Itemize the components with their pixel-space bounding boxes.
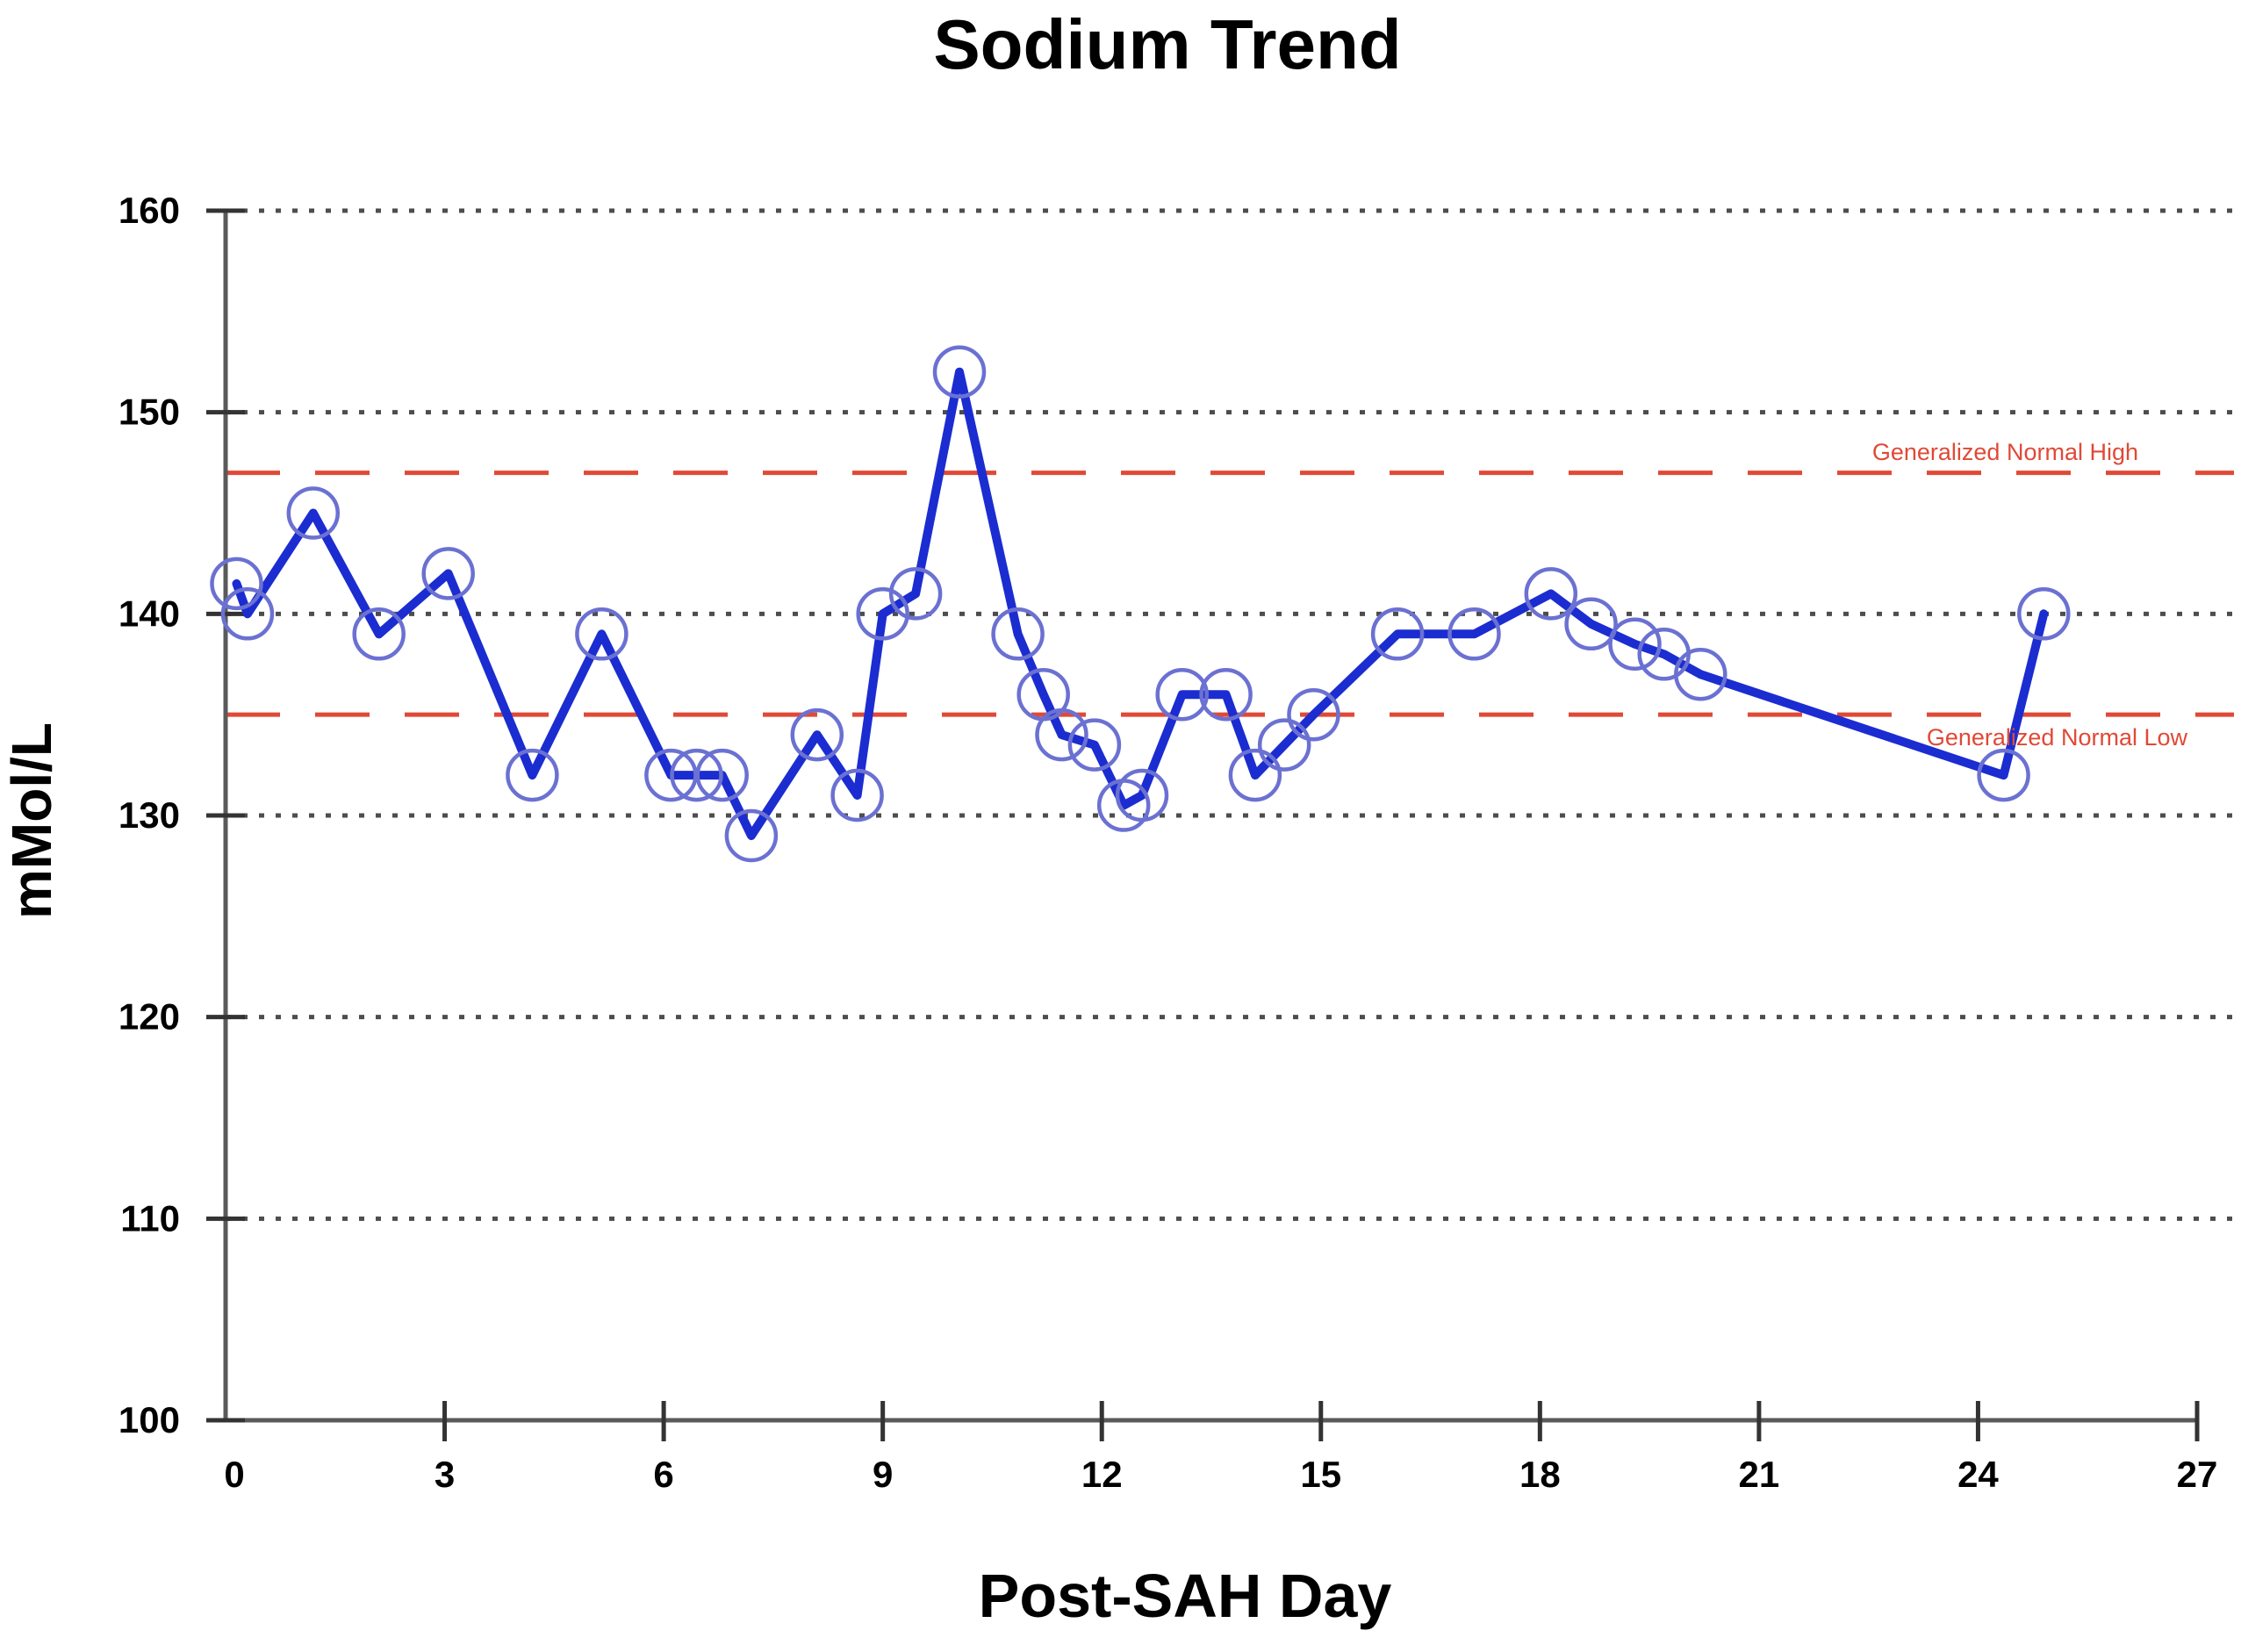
data-point-marker [210,557,263,611]
data-point-marker [1115,768,1169,822]
y-tick-label: 110 [120,1197,180,1239]
data-point-marker [670,748,723,802]
data-point-marker [790,707,844,762]
x-tick-label: 0 [224,1454,244,1495]
reference-label-low: Generalized Normal Low [1927,724,2188,751]
y-tick-label: 130 [119,794,180,836]
data-point-marker [220,587,275,641]
x-tick-label: 12 [1081,1454,1123,1495]
y-tick-label: 150 [119,391,180,433]
x-tick-label: 6 [653,1454,673,1495]
data-point-marker [2017,587,2071,641]
x-tick-label: 24 [1957,1454,1999,1495]
data-point-marker [1257,718,1311,772]
data-point-marker [1608,617,1662,672]
data-point-marker [1370,607,1425,661]
tick-label-group: 100 110 120 130 140 150 160 0 3 6 9 12 15 18 21 24 27 [119,190,2217,1495]
data-point-marker [286,486,341,540]
data-point-marker [830,768,884,822]
data-point-marker [695,748,749,802]
data-point-marker [506,748,559,802]
marker-group [210,345,2071,863]
reference-line-group [226,470,2234,717]
data-point-marker [352,607,406,661]
data-point-marker [1524,567,1578,621]
chart-title: Sodium Trend [933,5,1401,83]
x-axis-title: Post-SAH Day [979,1562,1392,1630]
data-point-marker [1067,718,1122,772]
data-point-marker [1199,667,1253,722]
x-tick-label: 15 [1300,1454,1341,1495]
data-point-marker [1447,607,1501,661]
y-tick-label: 100 [119,1399,180,1440]
data-point-marker [932,345,987,399]
data-point-marker [856,587,909,641]
x-tick-label: 3 [435,1454,455,1495]
data-point-marker [1287,687,1340,742]
x-tick-label: 21 [1739,1454,1780,1495]
data-point-marker [421,547,475,600]
x-tick-label: 9 [873,1454,893,1495]
data-point-marker [991,607,1045,661]
tick-group [206,208,2200,1441]
data-point-marker [1564,597,1618,651]
data-point-marker [724,808,779,863]
data-point-marker [1155,667,1209,722]
reference-label-high: Generalized Normal High [1872,439,2138,465]
data-point-marker [1228,748,1282,802]
x-tick-label: 18 [1519,1454,1561,1495]
data-point-marker [644,748,698,802]
x-tick-label: 27 [2177,1454,2218,1495]
data-point-marker [1977,748,2030,802]
data-point-marker [1674,647,1727,701]
data-point-marker [575,607,628,661]
gridline-group [226,208,2234,1221]
y-axis-title: mMol/L [0,722,63,919]
y-tick-label: 120 [119,996,180,1038]
y-tick-label: 160 [119,190,180,231]
data-point-marker [888,567,943,621]
y-tick-label: 140 [119,593,180,634]
data-point-marker [1035,707,1088,762]
